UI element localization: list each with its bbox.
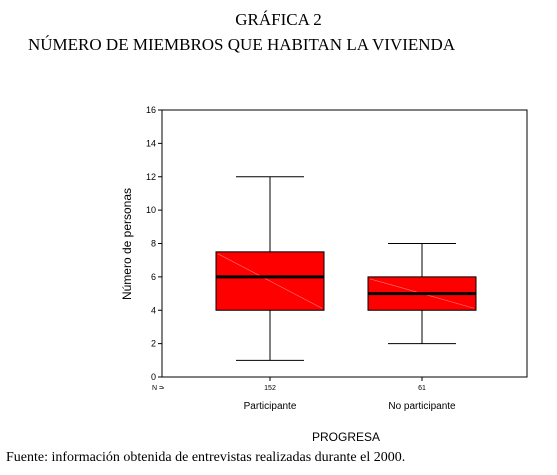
box-shading-line [217,253,323,309]
y-axis-title: Número de personas [120,188,134,300]
y-tick-label: 8 [151,239,156,249]
y-tick-label: 2 [151,339,156,349]
x-axis-title: PROGRESA [312,430,380,444]
n-count-label: 152 [264,385,276,392]
chart-title-line1: GRÁFICA 2 [235,10,322,29]
n-label: N = [152,385,163,392]
n-count-label: 61 [418,385,426,392]
plot-area-frame [161,109,528,378]
source-note: Fuente: información obtenida de entrevis… [6,450,406,465]
chart-title-line2: NÚMERO DE MIEMBROS QUE HABITAN LA VIVIEN… [28,35,456,54]
y-axis: 0 2 4 6 8 10 12 14 16 [146,105,162,382]
y-tick-label: 12 [146,172,156,182]
boxplot-chart: 0 2 4 6 8 10 12 14 16 N = 152 Participante 61 No par… [120,105,528,444]
y-tick-label: 6 [151,272,156,282]
boxes-group [215,176,477,361]
x-category-label: Participante [244,401,297,412]
y-tick-label: 14 [146,138,156,148]
y-tick-label: 4 [151,305,156,315]
y-tick-label: 0 [151,372,156,382]
y-tick-label: 10 [146,205,156,215]
x-category-label: No participante [388,401,456,412]
x-axis: N = 152 Participante 61 No participante [152,377,456,412]
y-tick-label: 16 [146,105,156,115]
